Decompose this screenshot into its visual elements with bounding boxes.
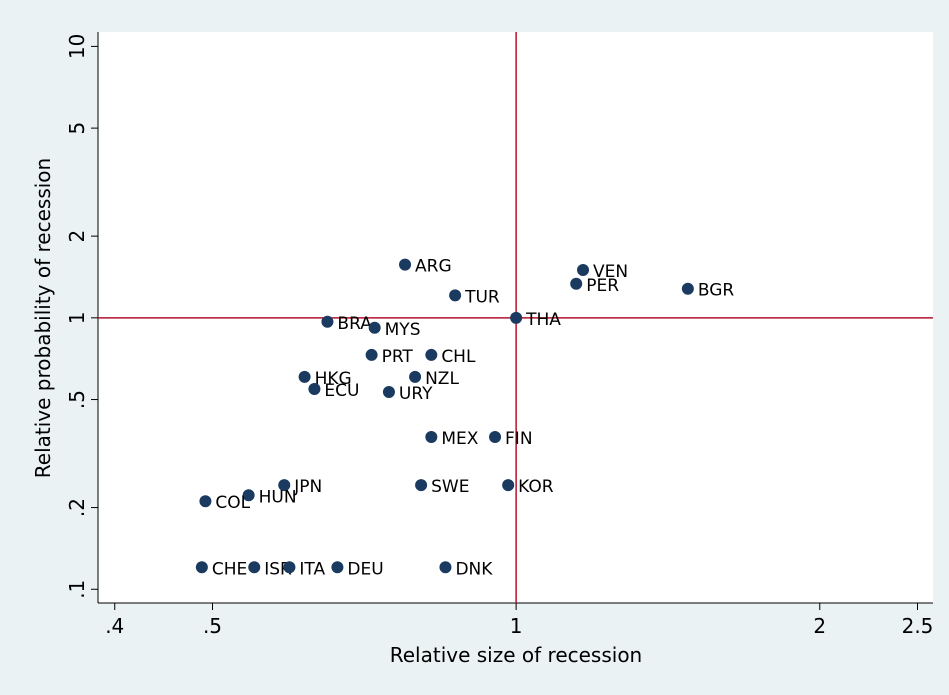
point <box>298 370 311 383</box>
point <box>409 370 422 383</box>
point-label: MYS <box>385 320 421 340</box>
point-label: BGR <box>698 281 735 301</box>
point <box>248 561 261 574</box>
y-tick-label: 2 <box>65 230 89 243</box>
y-tick-label: .2 <box>65 498 89 517</box>
x-tick-label: 2.5 <box>902 614 934 638</box>
y-tick-label: .5 <box>65 390 89 409</box>
point <box>449 289 462 302</box>
point-label: VEN <box>593 262 628 282</box>
point-label: DNK <box>455 559 493 579</box>
point-label: SWE <box>431 477 469 497</box>
y-axis-title: Relative probability of recession <box>31 158 55 478</box>
point <box>278 479 291 492</box>
point-label: ARG <box>415 257 452 277</box>
point-label: TUR <box>464 287 500 307</box>
point <box>321 315 334 328</box>
x-tick-label: .5 <box>203 614 222 638</box>
point <box>368 321 381 334</box>
point <box>365 348 378 361</box>
point <box>308 382 321 395</box>
point <box>425 348 438 361</box>
point <box>399 258 412 271</box>
point <box>199 495 212 508</box>
point-label: KOR <box>518 477 554 497</box>
point <box>577 264 590 277</box>
point-label: FIN <box>505 429 533 449</box>
y-tick-label: 10 <box>65 34 89 59</box>
point-label: DEU <box>347 559 383 579</box>
point-label: BRA <box>337 314 372 334</box>
point <box>415 479 428 492</box>
x-tick-label: .4 <box>105 614 124 638</box>
point <box>570 277 583 290</box>
point <box>489 430 502 443</box>
y-tick-label: 5 <box>65 122 89 135</box>
point-label: URY <box>399 384 433 404</box>
point-label: CHL <box>441 347 476 367</box>
point-label: PRT <box>382 347 414 367</box>
point <box>382 386 395 399</box>
point <box>439 561 452 574</box>
point-label: COL <box>215 493 250 513</box>
point <box>195 561 208 574</box>
point <box>242 489 255 502</box>
point-label: MEX <box>441 429 478 449</box>
point-label: ITA <box>299 559 325 579</box>
x-axis-title: Relative size of recession <box>390 643 642 667</box>
point <box>425 430 438 443</box>
x-tick-label: 2 <box>813 614 826 638</box>
point-label: PER <box>586 276 619 296</box>
point-label: HKG <box>315 369 352 389</box>
point <box>502 479 515 492</box>
point-label: NZL <box>425 369 459 389</box>
point-label: CHE <box>212 559 247 579</box>
point <box>283 561 296 574</box>
y-tick-label: 1 <box>65 311 89 324</box>
x-tick-label: 1 <box>510 614 523 638</box>
point <box>681 282 694 295</box>
point <box>510 311 523 324</box>
y-tick-label: .1 <box>65 580 89 599</box>
point <box>331 561 344 574</box>
point-label: THA <box>525 310 561 330</box>
point-label: ECU <box>324 381 359 401</box>
point-label: HUN <box>259 487 297 507</box>
point-label: JPN <box>293 477 322 497</box>
